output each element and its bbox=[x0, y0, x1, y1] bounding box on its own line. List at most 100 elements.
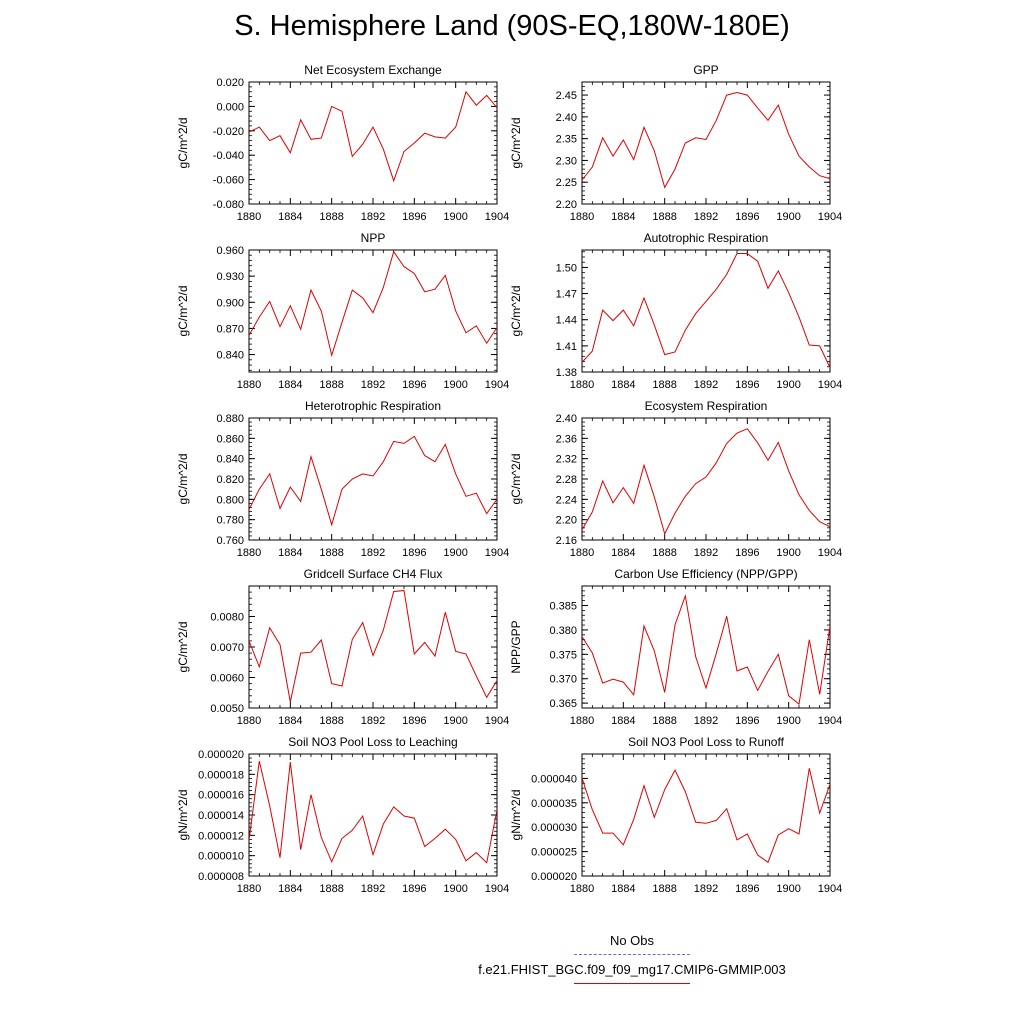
y-tick-label: 1.41 bbox=[556, 341, 577, 353]
y-tick-label: 0.000020 bbox=[531, 871, 577, 883]
y-tick-label: 0.930 bbox=[216, 271, 244, 283]
y-tick-label: 2.16 bbox=[556, 535, 577, 547]
series-line bbox=[582, 253, 830, 368]
y-tick-label: 0.800 bbox=[216, 494, 244, 506]
y-tick-label: 0.880 bbox=[216, 413, 244, 425]
chart-title: GPP bbox=[693, 63, 718, 77]
chart-panel-1: Net Ecosystem Exchange gC/m^2/d 0.020 0.000… bbox=[176, 63, 509, 223]
y-tick-label: 2.36 bbox=[556, 433, 577, 445]
y-tick-label: 0.380 bbox=[549, 625, 577, 637]
x-tick-label: 1884 bbox=[611, 547, 635, 559]
x-tick-label: 1896 bbox=[402, 211, 426, 223]
y-tick-label: 2.20 bbox=[556, 515, 577, 527]
plot-frame bbox=[248, 753, 498, 877]
x-tick-label: 1888 bbox=[319, 379, 343, 391]
plot-frame bbox=[581, 417, 831, 541]
series-line bbox=[582, 768, 830, 864]
x-tick-label: 1896 bbox=[735, 547, 759, 559]
x-tick-label: 1888 bbox=[652, 715, 676, 727]
y-tick-label: 2.35 bbox=[556, 134, 577, 146]
x-tick-label: 1892 bbox=[694, 379, 718, 391]
y-tick-label: 0.840 bbox=[216, 350, 244, 362]
y-tick-label: 0.000008 bbox=[198, 871, 244, 883]
x-tick-label: 1880 bbox=[237, 211, 261, 223]
x-tick-label: 1896 bbox=[402, 379, 426, 391]
x-tick-label: 1904 bbox=[818, 379, 842, 391]
y-tick-label: 0.900 bbox=[216, 297, 244, 309]
chart-title: Gridcell Surface CH4 Flux bbox=[304, 567, 443, 581]
x-tick-label: 1888 bbox=[319, 715, 343, 727]
x-tick-label: 1880 bbox=[570, 883, 594, 895]
x-tick-label: 1888 bbox=[319, 883, 343, 895]
y-tick-label: 2.20 bbox=[556, 199, 577, 211]
x-tick-label: 1888 bbox=[652, 211, 676, 223]
y-axis-label: gC/m^2/d bbox=[176, 118, 190, 169]
y-tick-label: 2.30 bbox=[556, 155, 577, 167]
y-axis-label: gC/m^2/d bbox=[176, 286, 190, 337]
x-tick-label: 1880 bbox=[570, 211, 594, 223]
x-tick-label: 1900 bbox=[443, 715, 467, 727]
y-axis-label: gC/m^2/d bbox=[509, 286, 523, 337]
x-tick-label: 1888 bbox=[652, 379, 676, 391]
x-tick-label: 1880 bbox=[237, 715, 261, 727]
y-tick-label: 0.000016 bbox=[198, 790, 244, 802]
x-tick-label: 1884 bbox=[611, 883, 635, 895]
y-tick-label: 0.000010 bbox=[198, 851, 244, 863]
chart-panel-4: Autotrophic Respiration gC/m^2/d 1.50 1.47 1… bbox=[509, 231, 842, 391]
y-axis-label: gN/m^2/d bbox=[509, 790, 523, 841]
y-tick-label: 0.385 bbox=[549, 601, 577, 613]
y-axis-label: gC/m^2/d bbox=[176, 454, 190, 505]
y-tick-label: 2.45 bbox=[556, 90, 577, 102]
x-tick-label: 1884 bbox=[278, 211, 302, 223]
x-tick-label: 1884 bbox=[611, 379, 635, 391]
x-tick-label: 1888 bbox=[319, 211, 343, 223]
x-tick-label: 1904 bbox=[485, 211, 509, 223]
y-tick-label: 1.44 bbox=[556, 315, 577, 327]
x-tick-label: 1892 bbox=[694, 211, 718, 223]
x-tick-label: 1888 bbox=[652, 547, 676, 559]
plot-frame bbox=[248, 417, 498, 541]
plot-frame bbox=[248, 249, 498, 373]
x-tick-label: 1904 bbox=[485, 883, 509, 895]
series-line bbox=[249, 250, 497, 358]
series-line bbox=[582, 593, 830, 706]
x-tick-label: 1892 bbox=[361, 547, 385, 559]
chart-panel-9: Soil NO3 Pool Loss to Leaching gN/m^2/d 0.… bbox=[176, 735, 509, 895]
plot-frame bbox=[248, 585, 498, 709]
series-line bbox=[249, 435, 497, 527]
y-tick-label: 0.000025 bbox=[531, 847, 577, 859]
chart-panel-6: Ecosystem Respiration gC/m^2/d 2.40 2.36 2.3… bbox=[509, 399, 842, 559]
x-tick-label: 1892 bbox=[694, 547, 718, 559]
x-tick-label: 1896 bbox=[735, 883, 759, 895]
x-tick-label: 1880 bbox=[570, 379, 594, 391]
page-title: S. Hemisphere Land (90S-EQ,180W-180E) bbox=[234, 10, 790, 42]
plot-frame bbox=[581, 585, 831, 709]
x-tick-label: 1896 bbox=[402, 715, 426, 727]
y-tick-label: 0.860 bbox=[216, 433, 244, 445]
x-tick-label: 1904 bbox=[818, 883, 842, 895]
x-tick-label: 1892 bbox=[361, 883, 385, 895]
y-tick-label: 0.000040 bbox=[531, 773, 577, 785]
y-tick-label: -0.020 bbox=[213, 126, 244, 138]
series-line bbox=[249, 760, 497, 864]
y-tick-label: 1.38 bbox=[556, 367, 577, 379]
y-tick-label: 0.000014 bbox=[198, 810, 244, 822]
x-tick-label: 1904 bbox=[818, 715, 842, 727]
x-tick-label: 1880 bbox=[570, 715, 594, 727]
y-axis-label: gC/m^2/d bbox=[509, 454, 523, 505]
y-tick-label: -0.080 bbox=[213, 199, 244, 211]
x-tick-label: 1904 bbox=[485, 715, 509, 727]
x-tick-label: 1880 bbox=[237, 883, 261, 895]
chart-title: Autotrophic Respiration bbox=[644, 231, 769, 245]
y-tick-label: 0.960 bbox=[216, 245, 244, 257]
y-axis-label: NPP/GPP bbox=[509, 620, 523, 673]
x-tick-label: 1892 bbox=[361, 379, 385, 391]
x-tick-label: 1900 bbox=[443, 211, 467, 223]
x-tick-label: 1896 bbox=[402, 547, 426, 559]
y-tick-label: 0.000030 bbox=[531, 822, 577, 834]
y-tick-label: 1.47 bbox=[556, 289, 577, 301]
y-tick-label: 0.000 bbox=[216, 101, 244, 113]
y-tick-label: 0.375 bbox=[549, 649, 577, 661]
